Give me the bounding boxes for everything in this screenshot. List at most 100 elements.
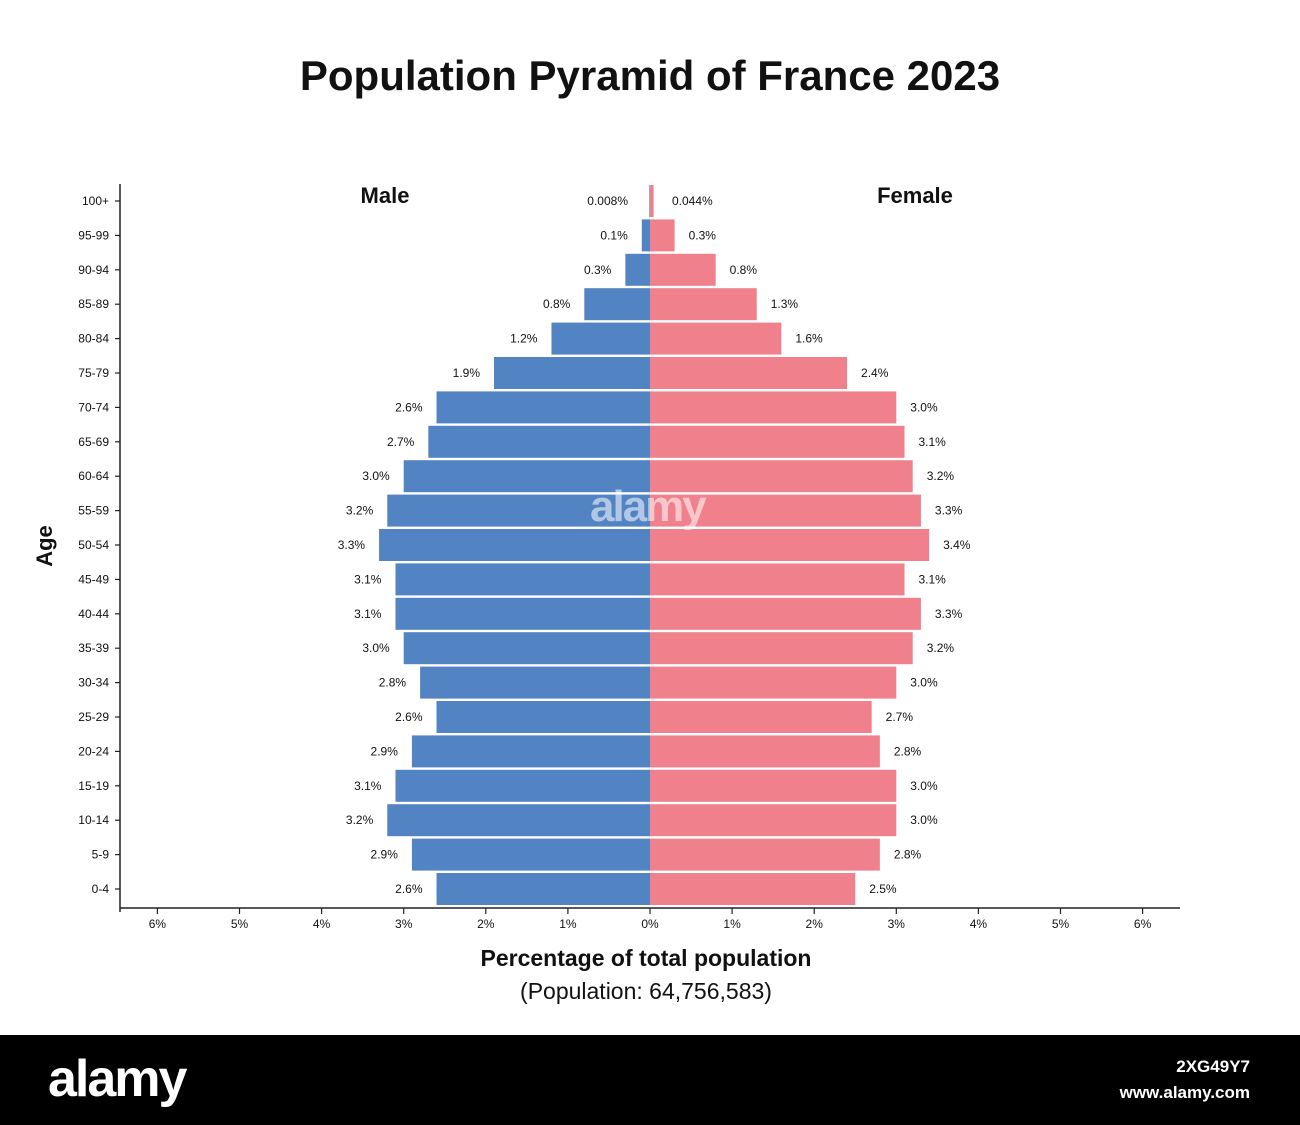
female-bar-65-69 [650,425,905,458]
y-tick-label: 90-94 [78,263,109,277]
y-tick-label: 60-64 [78,469,109,483]
x-tick-label: 3% [395,917,413,931]
female-bar-80-84 [650,322,782,355]
male-bar-25-29 [436,701,650,733]
female-bar-55-59 [650,494,921,527]
y-tick-label: 10-14 [78,813,109,827]
male-value-label: 0.3% [584,263,612,277]
female-bar-45-49 [650,563,905,596]
y-tick-label: 0-4 [92,882,110,896]
male-bar-75-79 [494,357,650,389]
male-bar-55-59 [387,494,650,527]
male-value-label: 2.6% [395,882,423,896]
y-tick-label: 75-79 [78,366,109,380]
male-bar-35-39 [403,632,650,665]
x-axis-title: Percentage of total population [481,945,812,971]
male-bar-60-64 [403,460,650,493]
male-bar-45-49 [395,563,650,596]
female-bar-85-89 [650,288,757,321]
female-bar-5-9 [650,838,880,871]
female-value-label: 3.4% [943,538,971,552]
male-value-label: 3.1% [354,779,382,793]
y-tick-label: 25-29 [78,710,109,724]
male-bar-30-34 [420,666,650,699]
male-value-label: 3.1% [354,607,382,621]
male-bar-90-94 [625,253,650,286]
x-tick-label: 1% [723,917,741,931]
female-bar-75-79 [650,357,848,389]
watermark-footer-bar: alamy 2XG49Y7 www.alamy.com [0,1035,1300,1125]
y-tick-label: 40-44 [78,607,109,621]
y-tick-label: 15-19 [78,779,109,793]
chart-title: Population Pyramid of France 2023 [299,52,1001,99]
female-bar-25-29 [650,701,872,733]
male-bar-20-24 [411,735,650,768]
y-axis-title: Age [32,525,57,567]
axes-layer: 100+ 95-99 90-94 85-89 80-84 75-79 70-74 65-69 6… [78,184,1180,931]
x-tick-label: 2% [806,917,824,931]
female-bar-100+ [650,185,654,217]
female-bar-90-94 [650,253,716,286]
y-tick-label: 35-39 [78,641,109,655]
female-value-label: 3.3% [935,607,963,621]
female-bar-50-54 [650,529,930,561]
female-bar-35-39 [650,632,913,665]
y-tick-label: 55-59 [78,504,109,518]
male-value-label: 3.2% [346,813,374,827]
y-tick-label: 20-24 [78,744,109,758]
male-value-label: 0.008% [587,194,628,208]
male-value-label: 1.2% [510,332,538,346]
female-series-label: Female [877,183,953,208]
female-value-label: 3.2% [927,641,955,655]
x-tick-label: 5% [231,917,249,931]
female-value-label: 2.4% [861,366,889,380]
female-value-label: 0.044% [672,194,713,208]
x-tick-label: 6% [1134,917,1152,931]
y-tick-label: 100+ [82,194,109,208]
female-value-label: 2.7% [886,710,914,724]
female-bar-95-99 [650,219,675,252]
y-tick-label: 5-9 [92,848,110,862]
female-value-label: 2.8% [894,744,922,758]
female-value-label: 1.6% [795,332,823,346]
male-value-label: 2.6% [395,710,423,724]
watermark-url: www.alamy.com [1119,1083,1250,1102]
female-value-label: 3.0% [910,813,938,827]
male-value-label: 1.9% [453,366,481,380]
female-value-label: 3.1% [919,435,947,449]
male-value-label: 3.2% [346,504,374,518]
male-bar-0-4 [436,873,650,905]
x-tick-label: 4% [970,917,988,931]
y-tick-label: 80-84 [78,332,109,346]
watermark-logo: alamy [48,1050,187,1108]
female-value-label: 2.5% [869,882,897,896]
y-tick-label: 95-99 [78,228,109,242]
female-value-label: 3.1% [919,572,947,586]
x-tick-label: 4% [313,917,331,931]
y-tick-label: 85-89 [78,297,109,311]
female-bar-30-34 [650,666,897,699]
male-value-label: 2.6% [395,400,423,414]
male-bar-5-9 [411,838,650,871]
female-bar-10-14 [650,804,897,837]
x-tick-label: 5% [1052,917,1070,931]
male-bar-15-19 [395,769,650,802]
male-bar-80-84 [551,322,650,355]
female-bar-40-44 [650,597,921,630]
male-bar-40-44 [395,597,650,630]
x-tick-label: 2% [477,917,495,931]
male-value-label: 0.8% [543,297,571,311]
labels-layer: 0.008% 0.044% 0.1% 0.3% 0.3% 0.8% 0.8% 1.3% 1.2%… [338,194,971,896]
female-value-label: 2.8% [894,848,922,862]
y-tick-label: 70-74 [78,400,109,414]
male-value-label: 3.3% [338,538,366,552]
male-value-label: 0.1% [600,228,628,242]
x-tick-label: 6% [149,917,167,931]
female-value-label: 1.3% [771,297,799,311]
female-bar-0-4 [650,873,856,905]
male-value-label: 2.7% [387,435,415,449]
female-bar-20-24 [650,735,880,768]
female-bar-70-74 [650,391,897,424]
male-bar-85-89 [584,288,650,321]
x-tick-label: 1% [559,917,577,931]
